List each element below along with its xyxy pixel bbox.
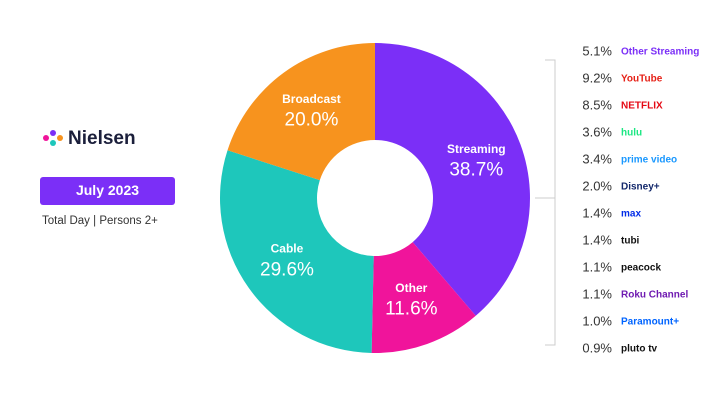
service-name: Roku Channel <box>621 290 688 301</box>
slice-value: 38.7% <box>449 160 503 181</box>
service-share: 9.2% <box>582 70 612 85</box>
service-share: 1.4% <box>582 205 612 220</box>
service-share: 3.6% <box>582 124 612 139</box>
period-badge <box>40 177 175 205</box>
service-name: pluto tv <box>621 344 658 355</box>
service-name: NETFLIX <box>621 101 663 112</box>
service-name: Disney+ <box>621 182 660 193</box>
donut-slice <box>227 43 375 181</box>
slice-value: 29.6% <box>260 260 314 281</box>
service-name: hulu <box>621 128 642 139</box>
service-share: 3.4% <box>582 151 612 166</box>
service-share: 1.4% <box>582 232 612 247</box>
service-share: 8.5% <box>582 97 612 112</box>
donut-slice <box>371 242 476 353</box>
service-share: 1.1% <box>582 259 612 274</box>
slice-value: 11.6% <box>385 299 438 320</box>
brand: Nielsen <box>68 128 136 149</box>
slice-name: Other <box>395 281 427 295</box>
donut-slice <box>375 43 530 316</box>
slice-name: Streaming <box>447 142 506 156</box>
period: July 2023 <box>76 182 139 198</box>
service-share: 5.1% <box>582 43 612 58</box>
service-name: max <box>621 209 641 220</box>
subtitle: Total Day | Persons 2+ <box>42 215 158 227</box>
service-name: prime video <box>621 155 677 166</box>
service-name: peacock <box>621 263 661 274</box>
service-share: 2.0% <box>582 178 612 193</box>
donut-slice <box>220 150 374 353</box>
service-share: 0.9% <box>582 340 612 355</box>
service-name: YouTube <box>621 74 663 85</box>
slice-name: Broadcast <box>282 92 341 106</box>
nielsen-logo-mark <box>43 130 63 146</box>
bracket <box>535 59 556 346</box>
service-name: Other Streaming <box>621 47 699 58</box>
service-share: 1.0% <box>582 313 612 328</box>
service-share: 1.1% <box>582 286 612 301</box>
slice-name: Cable <box>271 242 304 256</box>
service-name: Paramount+ <box>621 317 679 328</box>
service-name: tubi <box>621 236 640 247</box>
slice-value: 20.0% <box>285 110 339 131</box>
